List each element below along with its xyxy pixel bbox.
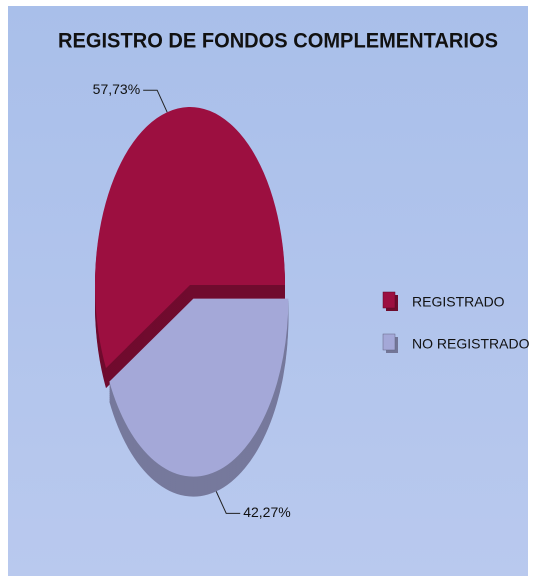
- chart-title: REGISTRO DE FONDOS COMPLEMENTARIOS: [58, 30, 498, 53]
- leader-line: [143, 89, 168, 113]
- slice: [109, 298, 289, 477]
- legend-swatch: [382, 291, 396, 309]
- slice: [95, 106, 286, 369]
- data-label: 57,73%: [93, 81, 140, 97]
- legend-label: REGISTRADO: [412, 294, 505, 310]
- legend-label: NO REGISTRADO: [412, 336, 530, 352]
- leader-line: [215, 491, 241, 514]
- data-label: 42,27%: [243, 504, 290, 520]
- legend-swatch: [382, 333, 396, 351]
